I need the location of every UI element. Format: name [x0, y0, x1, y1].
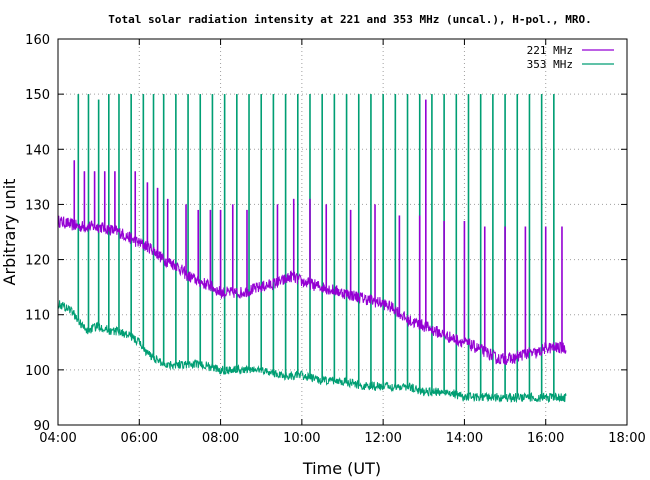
y-tick-label: 90 — [33, 419, 50, 434]
series-line — [57, 99, 567, 365]
y-tick-label: 110 — [25, 309, 50, 324]
plot-frame — [57, 38, 628, 426]
chart-title: Total solar radiation intensity at 221 a… — [108, 13, 591, 26]
x-tick-label: 16:00 — [527, 431, 564, 446]
x-tick-label: 12:00 — [364, 431, 401, 446]
y-tick-label: 100 — [25, 364, 50, 379]
y-tick-label: 160 — [25, 33, 50, 48]
series-353mhz — [57, 94, 567, 404]
y-axis: 90 100 110 120 130 140 150 160 — [25, 33, 627, 434]
x-tick-label: 10:00 — [283, 431, 320, 446]
y-tick-label: 150 — [25, 88, 50, 103]
series-221mhz — [57, 99, 567, 365]
y-tick-label: 130 — [25, 198, 50, 213]
y-axis-label: Arbitrary unit — [0, 179, 19, 286]
x-tick-label: 08:00 — [202, 431, 239, 446]
legend-label-353: 353 MHz — [527, 58, 573, 71]
legend: 221 MHz 353 MHz — [527, 44, 614, 71]
x-axis: 04:00 06:00 08:00 10:00 12:00 14:00 16:00 18:00 — [39, 39, 646, 446]
x-tick-label: 18:00 — [608, 431, 645, 446]
y-tick-label: 120 — [25, 254, 50, 269]
x-axis-label: Time (UT) — [302, 459, 381, 478]
y-tick-label: 140 — [25, 143, 50, 158]
legend-label-221: 221 MHz — [527, 44, 573, 57]
x-tick-label: 04:00 — [39, 431, 76, 446]
x-tick-label: 06:00 — [121, 431, 158, 446]
x-tick-label: 14:00 — [446, 431, 483, 446]
